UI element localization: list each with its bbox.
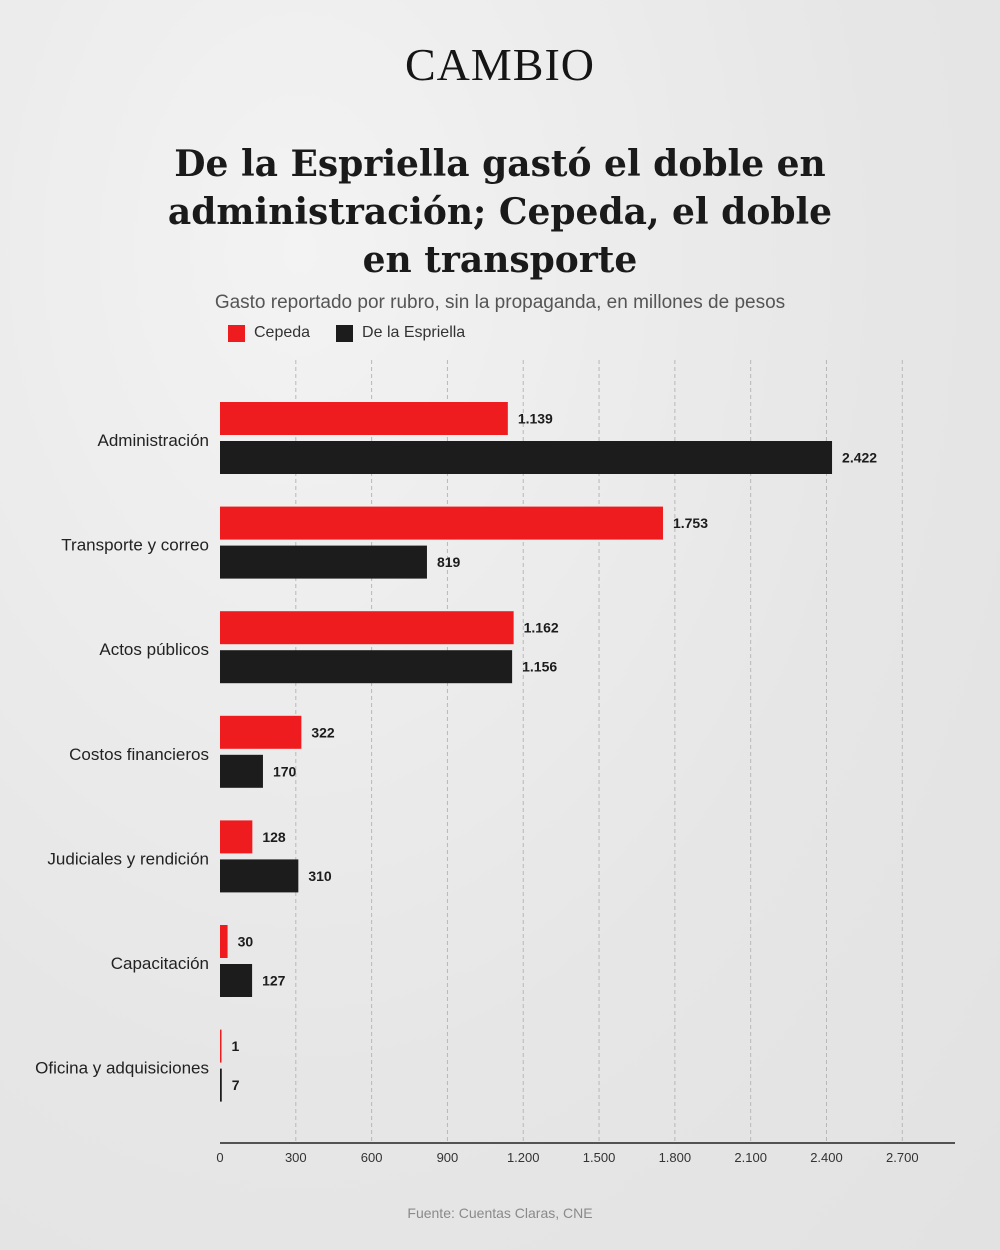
data-label: 128 xyxy=(262,829,286,845)
bar-espriella xyxy=(220,754,263,788)
data-label: 7 xyxy=(232,1077,240,1093)
data-label: 1.139 xyxy=(518,411,553,427)
bar-cepeda xyxy=(220,925,228,958)
data-label: 1.753 xyxy=(673,515,708,531)
legend-label-cepeda: Cepeda xyxy=(254,324,311,341)
bar-espriella xyxy=(220,441,833,474)
x-tick-label: 2.100 xyxy=(734,1150,767,1165)
category-label: Transporte y correo xyxy=(61,536,209,555)
legend-swatch-espriella xyxy=(336,324,354,342)
bar-espriella xyxy=(220,859,299,893)
data-label: 322 xyxy=(311,724,335,740)
bar-espriella xyxy=(220,545,427,579)
x-tick-label: 2.700 xyxy=(886,1150,919,1165)
bar-cepeda xyxy=(220,820,253,854)
category-label: Oficina y adquisiciones xyxy=(35,1059,209,1078)
category-label: Capacitación xyxy=(111,954,209,973)
x-tick-label: 900 xyxy=(437,1150,459,1165)
data-label: 127 xyxy=(262,973,286,989)
data-label: 170 xyxy=(273,763,297,779)
data-label: 1 xyxy=(232,1038,240,1054)
brand-logo: CAMBIO xyxy=(404,39,596,90)
x-tick-label: 600 xyxy=(361,1150,383,1165)
data-label: 819 xyxy=(437,554,461,570)
bar-cepeda xyxy=(220,506,663,540)
x-tick-label: 1.800 xyxy=(659,1150,692,1165)
x-tick-label: 2.400 xyxy=(810,1150,843,1165)
data-label: 2.422 xyxy=(842,450,877,466)
bar-cepeda xyxy=(220,715,302,749)
category-label: Costos financieros xyxy=(69,745,209,764)
bar-espriella xyxy=(220,964,253,997)
bar-cepeda xyxy=(220,402,508,435)
legend-item-cepeda: Cepeda xyxy=(228,324,310,342)
source-note: Fuente: Cuentas Claras, CNE xyxy=(407,1205,593,1221)
legend-swatch-cepeda xyxy=(228,324,245,342)
legend-item-espriella: De la Espriella xyxy=(336,324,465,342)
data-label: 1.162 xyxy=(524,620,559,636)
bar-cepeda xyxy=(220,1029,222,1063)
chart-subtitle: Gasto reportado por rubro, sin la propag… xyxy=(214,292,786,313)
data-label: 1.156 xyxy=(522,659,557,675)
legend: Cepeda De la Espriella xyxy=(228,324,465,342)
bar-espriella xyxy=(220,1068,222,1102)
category-label: Actos públicos xyxy=(99,640,209,659)
x-tick-label: 300 xyxy=(285,1150,307,1165)
chart-title: De la Espriella gastó el doble en admini… xyxy=(167,143,833,281)
category-label: Administración xyxy=(98,431,210,450)
legend-label-espriella: De la Espriella xyxy=(362,324,466,341)
x-tick-label: 0 xyxy=(216,1150,223,1165)
bar-espriella xyxy=(220,650,513,684)
x-tick-label: 1.200 xyxy=(507,1150,540,1165)
category-label: Judiciales y rendición xyxy=(47,849,209,868)
data-label: 30 xyxy=(238,934,254,950)
x-tick-label: 1.500 xyxy=(583,1150,616,1165)
data-label: 310 xyxy=(308,868,332,884)
bar-cepeda xyxy=(220,611,514,645)
